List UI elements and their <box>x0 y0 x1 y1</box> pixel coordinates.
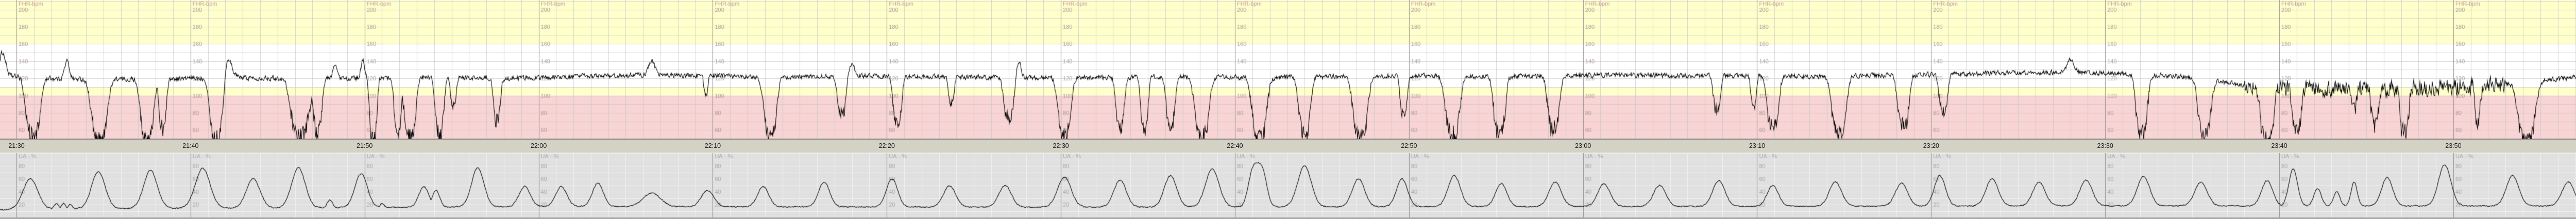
time-label: 22:50 <box>1401 142 1417 149</box>
time-label: 22:20 <box>878 142 895 149</box>
ua-chart <box>0 153 2576 219</box>
timeline-bar: 21:30 21:40 21:50 22:00 22:10 22:20 22:30 22:40… <box>0 139 2576 153</box>
time-label: 23:40 <box>2271 142 2287 149</box>
time-label: 22:10 <box>704 142 721 149</box>
time-label: 22:30 <box>1053 142 1069 149</box>
time-label: 22:00 <box>530 142 547 149</box>
time-label: 23:50 <box>2445 142 2462 149</box>
time-label: 21:40 <box>182 142 199 149</box>
time-label: 23:10 <box>1749 142 1766 149</box>
time-label: 23:30 <box>2097 142 2113 149</box>
time-label: 21:30 <box>8 142 25 149</box>
time-label: 23:00 <box>1575 142 1591 149</box>
time-label: 22:40 <box>1227 142 1243 149</box>
time-label: 21:50 <box>357 142 373 149</box>
time-label: 23:20 <box>1923 142 1939 149</box>
fhr-chart <box>0 0 2576 139</box>
